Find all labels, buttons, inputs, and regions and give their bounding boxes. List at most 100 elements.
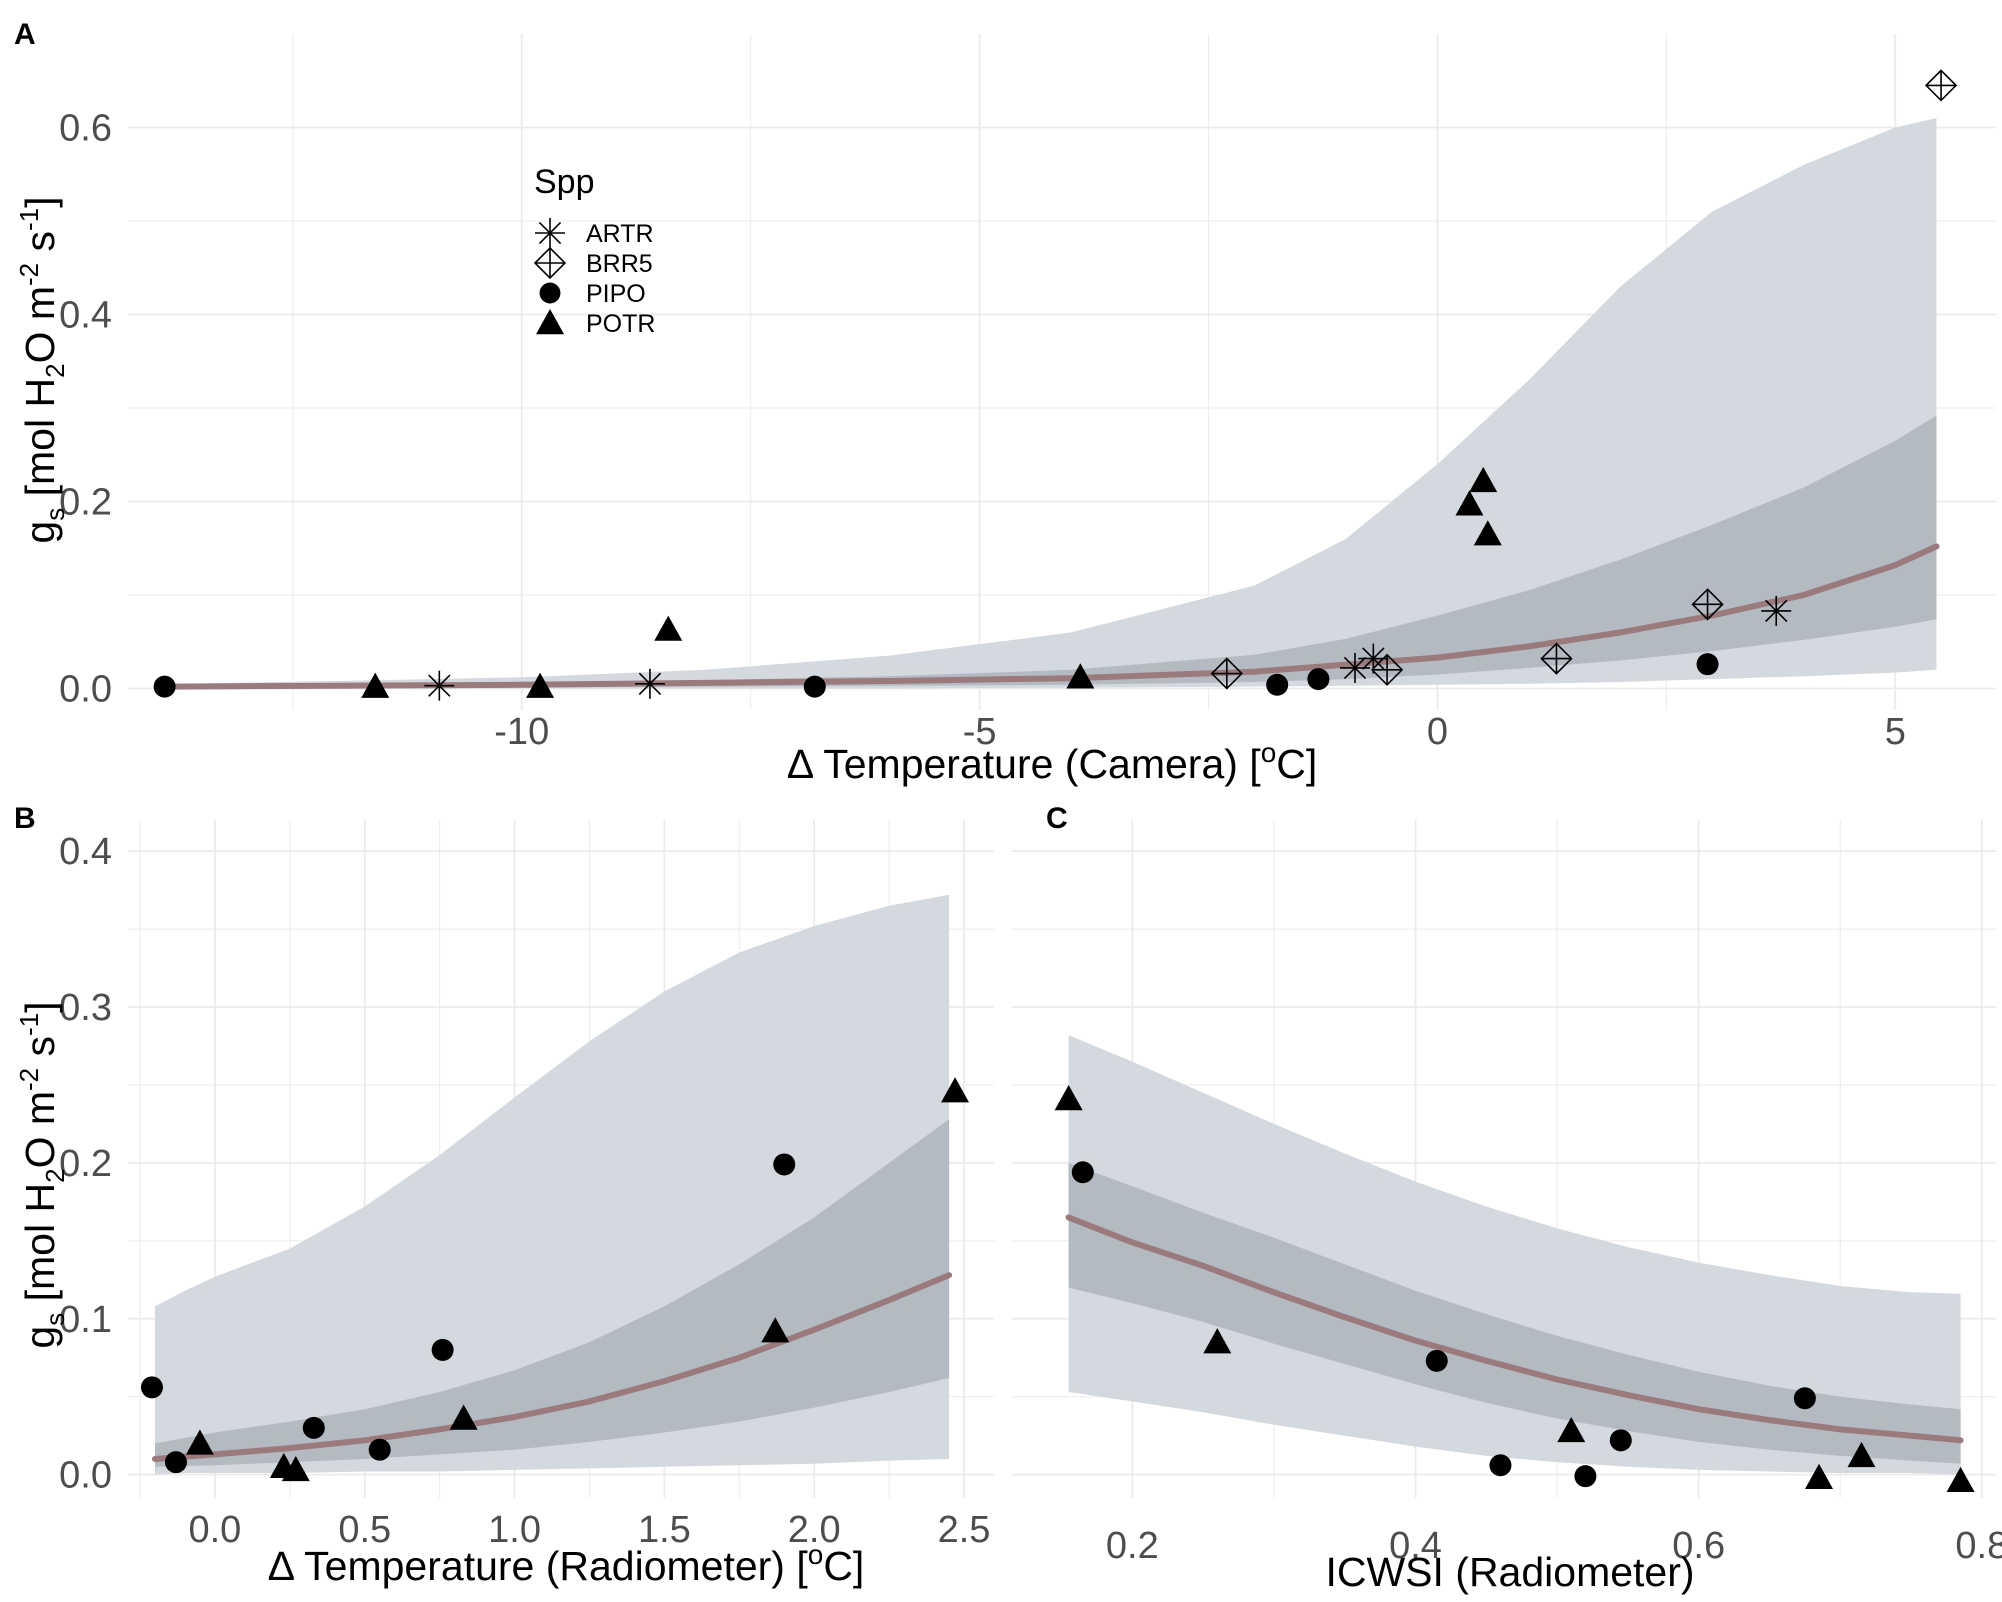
axis-title-text: C] [1276, 741, 1317, 787]
point-potr [185, 1429, 214, 1455]
y-tick-label: 0.4 [59, 831, 112, 873]
y-axis-title-part: [mol H [17, 378, 63, 496]
point-potr [761, 1317, 790, 1343]
y-axis-title-part: ] [17, 196, 63, 207]
panel-a-y-ticks: 0.0 0.2 0.4 0.6 [59, 107, 112, 710]
x-tick-label: 0.2 [1106, 1525, 1159, 1567]
asterisk-stroke [1362, 647, 1385, 670]
panel-b-y-axis-title: gs [mol H2O m-2 s-1] [14, 1001, 70, 1348]
panel-c-bands [1068, 1035, 1961, 1475]
credible-band-inner [1068, 1162, 1961, 1464]
panel-a-bands [173, 118, 1937, 689]
y-axis-title-part: ] [17, 1001, 63, 1012]
y-axis-title-part: 2 [40, 1168, 70, 1182]
y-axis-title-part [17, 496, 63, 507]
x-tick-label: 0 [1427, 711, 1448, 753]
point-legend-brr5 [533, 246, 567, 280]
x-tick-label: 0.5 [338, 1509, 391, 1551]
point-pipo [1071, 1161, 1094, 1184]
panel-c-points [1054, 1084, 1975, 1493]
panel-c-x-axis-title: ICWSI (Radiometer) [1325, 1549, 1694, 1595]
point-brr5 [1210, 657, 1243, 690]
x-tick-label: 1.5 [638, 1509, 691, 1551]
y-axis-title-part: O m [17, 1091, 63, 1168]
x-tick-label: -10 [494, 711, 549, 753]
panel-a: A -10 -5 0 5 0.0 0.2 0.4 0.6 Δ Temperature (Ca… [14, 18, 1996, 787]
panel-a-x-ticks: -10 -5 0 5 [494, 711, 1906, 753]
point-pipo [153, 675, 176, 698]
point-pipo [302, 1416, 325, 1439]
point-potr [361, 672, 390, 698]
point-pipo [1489, 1454, 1512, 1477]
y-axis-title-part: 2 [40, 363, 70, 377]
panel-a-label: A [14, 18, 36, 51]
axis-title-text: C] [823, 1543, 864, 1589]
panel-a-points [153, 69, 1958, 701]
point-brr5 [1540, 642, 1573, 675]
fit-line [170, 543, 1940, 690]
y-axis-title-part: -2 [14, 263, 44, 286]
y-axis-title-part: s [40, 508, 70, 521]
panel-b-points [140, 1077, 970, 1482]
y-axis-title-part: s [40, 1313, 70, 1326]
point-pipo [803, 675, 826, 698]
panel-a-y-axis-title: gs [mol H2O m-2 s-1] [14, 196, 70, 543]
point-potr [1054, 1084, 1083, 1111]
point-potr [1557, 1416, 1586, 1443]
y-tick-label: 0.4 [59, 294, 112, 336]
y-tick-label: 0.6 [59, 107, 112, 149]
point-artr [634, 668, 665, 699]
point-potr [654, 615, 683, 641]
y-tick-label: 0.1 [59, 1299, 112, 1341]
point-potr [1066, 663, 1095, 689]
legend-item-artr: ARTR [535, 218, 654, 248]
point-pipo [1793, 1387, 1816, 1410]
credible-band-inner [155, 1119, 950, 1467]
asterisk-stroke [1343, 656, 1367, 680]
point-potr [1455, 490, 1484, 516]
point-pipo [773, 1153, 796, 1176]
panel-a-x-axis-title: Δ Temperature (Camera) [oC] [787, 737, 1318, 787]
x-tick-label: -5 [963, 711, 997, 753]
panel-b-label: B [14, 802, 36, 835]
y-axis-title-part: [mol H [17, 1183, 63, 1301]
point-potr [1203, 1328, 1232, 1354]
x-tick-label: 5 [1885, 711, 1906, 753]
legend-item-pipo: PIPO [539, 280, 646, 308]
point-potr [941, 1077, 970, 1103]
point-pipo [368, 1438, 391, 1461]
point-brr5 [1691, 588, 1724, 621]
fit-line [1065, 1214, 1964, 1444]
y-tick-label: 0.3 [59, 987, 112, 1029]
point-pipo [1609, 1429, 1632, 1452]
point-legend-potr [536, 309, 564, 335]
point-artr [424, 670, 455, 701]
asterisk-stroke [428, 674, 451, 697]
panel-c-fit [1065, 1214, 1964, 1444]
point-potr [1469, 466, 1498, 493]
asterisk-stroke [1765, 599, 1788, 623]
point-potr [1805, 1463, 1834, 1489]
panel-c: C 0.2 0.4 0.6 0.8 ICWSI (Radiometer) [1012, 802, 2002, 1595]
credible-band-inner [173, 415, 1937, 688]
point-legend-pipo [539, 282, 561, 304]
point-pipo [1574, 1465, 1597, 1488]
x-tick-label: 2.5 [938, 1509, 991, 1551]
axis-title-text: Δ Temperature (Camera) [ [787, 741, 1262, 787]
panel-c-x-ticks: 0.2 0.4 0.6 0.8 [1106, 1525, 2002, 1567]
y-tick-label: 0.2 [59, 481, 112, 523]
credible-band-outer [1068, 1035, 1961, 1475]
point-legend-artr [535, 218, 565, 248]
y-tick-label: 0.0 [59, 1455, 112, 1497]
point-artr [1761, 595, 1792, 626]
y-axis-title-part: -2 [14, 1068, 44, 1091]
panel-c-label: C [1046, 802, 1068, 835]
legend-item-potr: POTR [536, 309, 655, 338]
point-potr [1946, 1466, 1975, 1493]
panel-a-fit [170, 543, 1940, 690]
point-brr5 [1924, 69, 1958, 102]
y-tick-label: 0.0 [59, 668, 112, 710]
x-tick-label: 0.8 [1955, 1525, 2002, 1567]
y-axis-title-part: -1 [14, 208, 44, 231]
